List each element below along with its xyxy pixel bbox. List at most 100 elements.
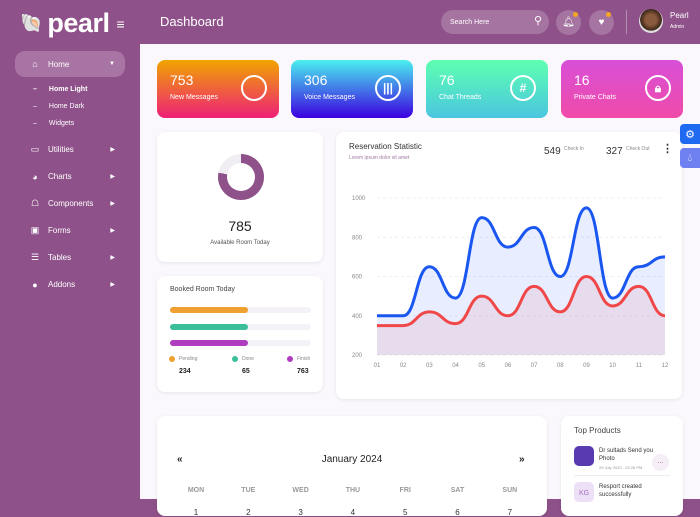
chat-bubble-icon [241,75,267,101]
form-icon: ▣ [29,225,41,236]
top-products-card: Top Products Dr sultads Send you Photo 2… [561,416,683,516]
sidebar-item-charts[interactable]: ◕ Charts ▶ [15,163,125,190]
calendar-icon: ▭ [29,144,41,155]
legend-finish: Finish [287,356,310,362]
pending-value: 234 [179,368,191,375]
droplet-icon: 💧︎ [688,152,692,165]
sidebar-item-utilities[interactable]: ▭ Utilities ▶ [15,136,125,163]
sidebar-item-tables[interactable]: ☰Tables▶ [15,244,125,271]
stat-card-private-chats[interactable]: 16 Private Chats 🔒︎ [561,60,683,118]
sidebar-item-components[interactable]: ☖Components▶ [15,190,125,217]
calendar-day[interactable]: 3 [286,508,316,517]
product-title[interactable]: Resport created successfully [599,483,659,499]
sidebar-subitem-home-light[interactable]: –Home Light [15,81,125,98]
calendar-day[interactable]: 7 [495,508,525,517]
sidebar: 🐚 pearl ≡ ⌂Home▼ –Home Light –Home Dark … [0,0,140,499]
sidebar-item-label: Utilities [48,145,74,154]
stat-label: Private Chats [574,94,616,101]
logo[interactable]: 🐚 pearl ≡ [20,8,125,39]
chart-icon: ◕ [29,172,41,182]
user-role: Admin [670,24,684,30]
card-title: Top Products [574,426,621,435]
favorites-button[interactable]: ♥ [589,10,614,35]
menu-toggle-icon[interactable]: ≡ [116,16,124,32]
sidebar-item-label: Charts [48,172,72,181]
calendar-day[interactable]: 1 [181,508,211,517]
product-initials: KG [574,482,594,502]
sidebar-item-label: Forms [48,226,71,235]
calendar-day[interactable]: 4 [338,508,368,517]
calendar-day[interactable]: 2 [233,508,263,517]
done-value: 65 [242,368,250,375]
progress-bar-pending [170,307,311,313]
x-tick-label: 01 [374,363,381,369]
y-tick-label: 600 [352,275,363,281]
finish-value: 763 [297,368,309,375]
sidebar-item-forms[interactable]: ▣ Forms ▶ [15,217,125,244]
chevron-right-icon: ▶ [110,146,115,153]
available-room-card: 785 Available Room Today [157,132,323,262]
sidebar-item-label: Tables [48,253,71,262]
sidebar-subitem-widgets[interactable]: –Widgets [15,115,125,132]
lock-chat-icon: 🔒︎ [645,75,671,101]
y-tick-label: 1000 [352,196,366,202]
heart-icon: ♥ [599,17,605,28]
x-tick-label: 02 [400,363,407,369]
avatar[interactable] [639,9,663,33]
calendar-day[interactable]: 5 [390,508,420,517]
hashtag-icon: # [510,75,536,101]
room-value: 785 [157,218,323,234]
sidebar-nav: ⌂Home▼ –Home Light –Home Dark –Widgets ▭… [15,51,125,298]
brand-name: pearl [47,8,109,39]
chevron-right-icon: ▶ [110,173,115,180]
x-tick-label: 08 [557,363,564,369]
search-input[interactable]: Search Here ⚲ [441,10,549,34]
stat-card-chat-threads[interactable]: 76 Chat Threads # [426,60,548,118]
stat-value: 16 [574,72,590,88]
y-tick-label: 400 [352,314,363,320]
divider [626,10,627,34]
sidebar-item-label: Home [48,60,69,69]
voice-icon: ||| [375,75,401,101]
chevron-right-icon: ▶ [110,254,115,261]
notification-dot [606,12,611,17]
divider [574,475,670,476]
stat-value: 76 [439,72,455,88]
room-label: Available Room Today [157,240,323,246]
next-month-button[interactable]: » [519,454,525,465]
sidebar-item-addons[interactable]: ●Addons▶ [15,271,125,298]
legend-done: Done [232,356,254,362]
theme-button[interactable]: 💧︎ [680,148,700,168]
components-icon: ☖ [29,198,41,209]
product-title[interactable]: Dr sultads Send you Photo [599,447,659,463]
notification-button[interactable]: 🔔︎ [556,10,581,35]
y-tick-label: 200 [352,353,363,359]
sidebar-item-label: Addons [48,280,75,289]
sidebar-subitem-home-dark[interactable]: –Home Dark [15,98,125,115]
room-donut-chart [218,154,264,200]
product-avatar [574,446,594,466]
search-icon[interactable]: ⚲ [534,14,542,27]
settings-button[interactable]: ⚙ [680,124,700,144]
x-tick-label: 03 [426,363,433,369]
more-button[interactable]: … [652,454,669,471]
sidebar-item-home[interactable]: ⌂Home▼ [15,51,125,77]
stat-label: Chat Threads [439,94,481,101]
user-name: Pearl [670,11,689,20]
day-of-week: TUE [233,487,263,494]
calendar-day[interactable]: 6 [443,508,473,517]
sidebar-item-label: Components [48,199,93,208]
chevron-right-icon: ▶ [110,227,115,234]
bell-icon: 🔔︎ [562,17,575,28]
reservation-card: Reservation Statistic Lorem ipsum dolor … [336,132,682,399]
day-of-week: SAT [443,487,473,494]
stat-label: Voice Messages [304,94,355,101]
y-tick-label: 800 [352,235,363,241]
search-placeholder: Search Here [450,19,489,26]
day-of-week: FRI [390,487,420,494]
x-tick-label: 10 [609,363,616,369]
